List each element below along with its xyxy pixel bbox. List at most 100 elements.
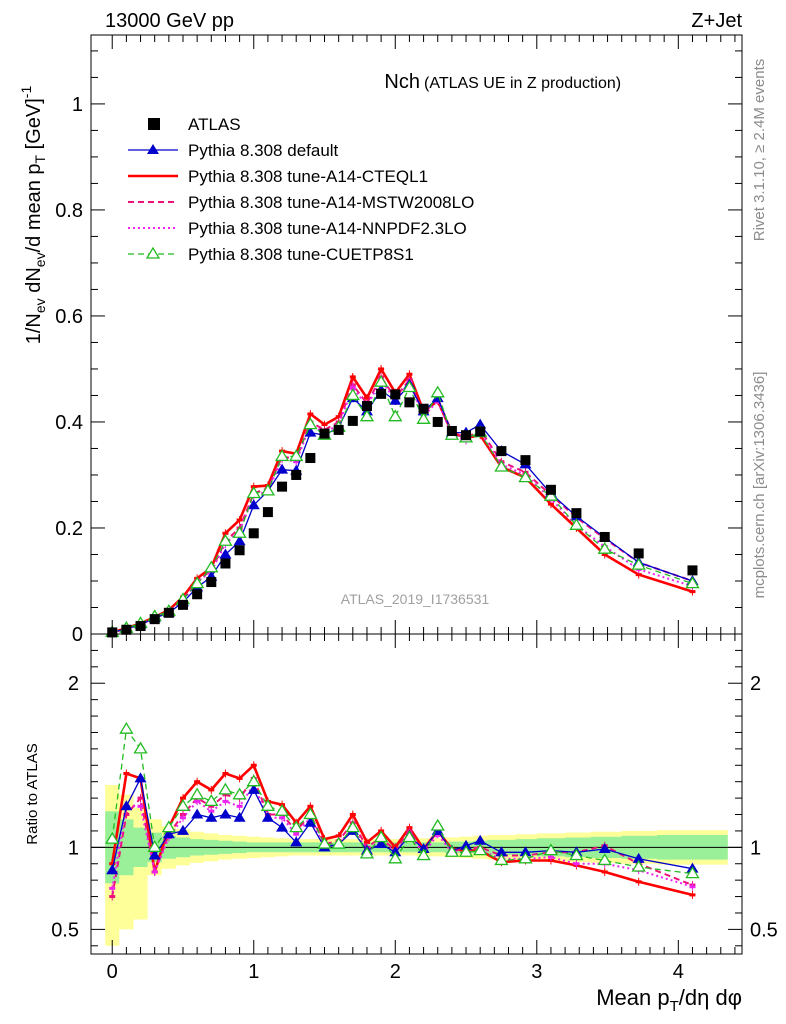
legend-label-mstw: Pythia 8.308 tune-A14-MSTW2008LO xyxy=(188,193,474,212)
mcplots-label: mcplots.cern.ch [arXiv:1306.3436] xyxy=(751,372,768,599)
legend-item-atlas: ATLAS xyxy=(148,115,241,134)
ratio-y-tick-labels-right: 0.5 1 2 xyxy=(750,673,778,941)
ratio-point-cuetp xyxy=(161,820,176,833)
main-point-cuetp xyxy=(218,533,233,546)
main-y-tick-label: 1 xyxy=(72,94,83,116)
main-point-default xyxy=(247,499,260,510)
plot-title-sub: (ATLAS UE in Z production) xyxy=(424,75,621,92)
ratio-point-cuetp xyxy=(494,853,509,866)
ratio-point-default xyxy=(519,846,532,857)
ratio-line-cteql1 xyxy=(110,763,693,897)
main-point-cuetp xyxy=(260,483,276,496)
ratio-point-default xyxy=(474,834,487,845)
ratio-panel: 0.5 1 2 0.5 1 2 0 1 2 3 4 Ratio to ATLAS Mean pT… xyxy=(24,633,778,1015)
main-point-cuetp xyxy=(274,449,290,462)
atlas-point xyxy=(376,388,387,399)
ratio-outer-band xyxy=(105,785,728,946)
ratio-point-default xyxy=(134,772,147,783)
ratio-point-cuetp xyxy=(289,820,304,833)
atlas-point xyxy=(234,545,245,556)
main-point-default xyxy=(276,463,289,474)
x-tick-labels: 0 1 2 3 4 xyxy=(107,961,684,983)
main-point-cuetp xyxy=(345,388,360,401)
ratio-point-cuetp xyxy=(458,844,474,857)
main-point-cuetp xyxy=(685,576,700,589)
ratio-series-cteql1 xyxy=(109,761,696,899)
ratio-point-cuetp xyxy=(260,799,276,811)
atlas-point xyxy=(545,484,556,495)
x-tick-label: 4 xyxy=(673,961,684,983)
legend-item-nnpdf: Pythia 8.308 tune-A14-NNPDF2.3LO xyxy=(128,219,467,238)
ratio-point-cuetp xyxy=(246,774,261,787)
ratio-point-default xyxy=(233,811,246,822)
ratio-point-cuetp xyxy=(359,846,375,859)
ratio-point-cuetp xyxy=(402,830,417,843)
ratio-y-tick-label-right: 2 xyxy=(750,673,761,695)
atlas-point xyxy=(520,455,531,466)
atlas-point xyxy=(220,558,231,569)
main-point-cuetp xyxy=(416,412,431,424)
ratio-point-default xyxy=(219,808,232,819)
ratio-point-cuetp xyxy=(518,851,533,864)
atlas-point xyxy=(163,607,174,618)
legend-label-default: Pythia 8.308 default xyxy=(188,141,339,160)
atlas-point xyxy=(599,531,610,542)
atlas-point xyxy=(446,425,457,436)
legend-label-nnpdf: Pythia 8.308 tune-A14-NNPDF2.3LO xyxy=(188,219,467,238)
main-line-cuetp xyxy=(112,380,693,634)
atlas-points-layer xyxy=(107,388,698,638)
energy-label: 13000 GeV pp xyxy=(105,10,234,32)
ratio-point-cuetp xyxy=(416,848,431,861)
main-point-cuetp xyxy=(204,560,219,573)
ratio-point-default xyxy=(290,836,303,847)
ratio-point-default xyxy=(176,824,189,835)
atlas-point xyxy=(361,401,372,412)
atlas-point xyxy=(432,416,443,427)
main-y-axis-label: 1/Nev dNev/d mean pT [GeV]-1 xyxy=(18,86,48,345)
legend-label-cuetp: Pythia 8.308 tune-CUETP8S1 xyxy=(188,245,414,264)
ratio-point-cuetp xyxy=(597,853,612,866)
main-point-cuetp xyxy=(388,409,403,422)
ratio-point-cuetp xyxy=(133,741,148,754)
main-y-tick-label-zero: 0 xyxy=(72,624,83,646)
ratio-point-default xyxy=(261,811,274,822)
ratio-point-cuetp xyxy=(303,807,318,820)
ratio-y-tick-label-right: 0.5 xyxy=(750,919,778,941)
x-tick-label: 3 xyxy=(531,961,542,983)
atlas-point xyxy=(461,430,472,441)
legend-item-cteql1: Pythia 8.308 tune-A14-CTEQL1 xyxy=(128,167,428,186)
legend-item-mstw: Pythia 8.308 tune-A14-MSTW2008LO xyxy=(128,193,474,212)
main-point-default xyxy=(219,548,232,559)
ratio-series-layer xyxy=(105,721,700,901)
ratio-point-cuetp xyxy=(204,794,219,807)
ratio-line-nnpdf xyxy=(111,782,693,889)
main-y-tick-label: 0.8 xyxy=(55,200,83,222)
atlas-point xyxy=(262,507,273,518)
ratio-point-default xyxy=(632,852,645,863)
ratio-point-default xyxy=(276,821,289,832)
atlas-point xyxy=(277,481,288,492)
main-point-cuetp xyxy=(518,470,533,483)
atlas-point xyxy=(404,397,415,408)
main-point-cuetp xyxy=(631,557,646,570)
ratio-point-default xyxy=(106,864,119,875)
ratio-point-default xyxy=(148,849,161,860)
main-point-default xyxy=(233,535,246,546)
ratio-point-default xyxy=(191,808,204,819)
main-point-cuetp xyxy=(373,374,389,387)
ratio-point-cuetp xyxy=(189,787,205,800)
analysis-id: ATLAS_2019_I1736531 xyxy=(341,591,490,607)
main-point-cuetp xyxy=(289,449,304,462)
ratio-point-default xyxy=(375,838,388,849)
main-point-cuetp xyxy=(597,541,612,554)
atlas-point xyxy=(319,428,330,439)
atlas-point xyxy=(291,469,302,480)
ratio-line-cuetp xyxy=(111,727,693,875)
main-point-cuetp xyxy=(246,486,261,499)
ratio-point-cuetp xyxy=(543,843,559,856)
ratio-point-cuetp xyxy=(331,836,346,849)
ratio-point-cuetp xyxy=(473,843,488,856)
atlas-point xyxy=(333,424,344,435)
ratio-point-cuetp xyxy=(317,836,332,849)
ratio-y-tick-label: 2 xyxy=(68,673,79,695)
